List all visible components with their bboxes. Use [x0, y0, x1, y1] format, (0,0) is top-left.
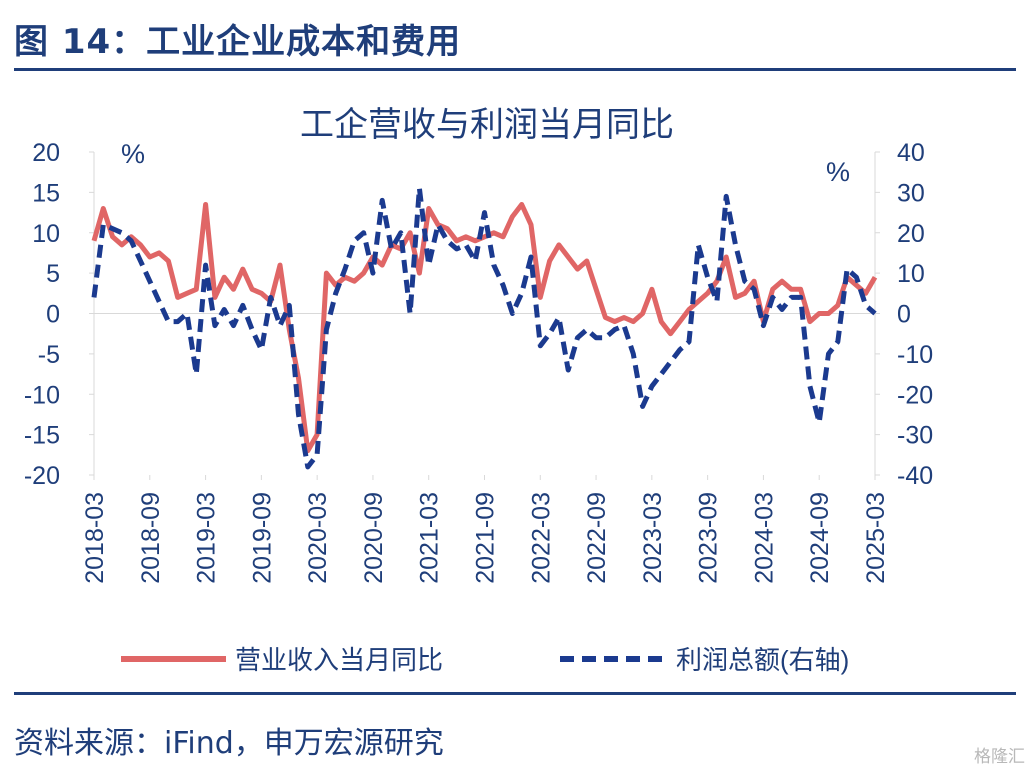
left-tick-label: -15	[24, 422, 60, 450]
series-profit-line	[91, 185, 877, 470]
x-tick-label: 2025-03	[862, 492, 890, 584]
x-tick-label: 2024-09	[806, 492, 834, 584]
x-tick-label: 2023-09	[695, 492, 723, 584]
x-tick-label: 2018-03	[81, 492, 109, 584]
series-revenue-line	[91, 202, 878, 454]
left-tick-label: -10	[24, 381, 60, 409]
right-tick-label: 0	[897, 301, 911, 329]
source-rule	[14, 692, 1016, 695]
right-tick-label: 40	[897, 139, 925, 167]
right-tick-label: 30	[897, 179, 925, 207]
right-tick-label: 20	[897, 220, 925, 248]
chart-title: 工企营收与利润当月同比	[300, 106, 674, 144]
x-tick-label: 2022-09	[583, 492, 611, 584]
left-tick-label: 10	[32, 220, 60, 248]
left-axis-unit: %	[121, 139, 145, 169]
x-tick-label: 2019-09	[248, 492, 276, 584]
right-tick-label: -10	[897, 341, 933, 369]
legend-revenue-label: 营业收入当月同比	[235, 645, 443, 675]
x-tick-label: 2023-03	[639, 492, 667, 584]
title-rule	[14, 68, 1016, 71]
x-tick-label: 2022-03	[527, 492, 555, 584]
left-tick-label: -20	[24, 462, 60, 490]
left-tick-label: 5	[46, 260, 60, 288]
right-tick-label: -20	[897, 381, 933, 409]
legend-profit-label: 利润总额(右轴)	[676, 645, 849, 675]
source-note: 资料来源：iFind，申万宏源研究	[14, 726, 444, 761]
right-tick-label: -40	[897, 462, 933, 490]
right-tick-label: -30	[897, 422, 933, 450]
figure-title: 图 14：工业企业成本和费用	[14, 22, 462, 62]
x-tick-label: 2024-03	[750, 492, 778, 584]
x-tick-label: 2020-09	[360, 492, 388, 584]
left-tick-label: 15	[32, 179, 60, 207]
x-tick-label: 2018-09	[137, 492, 165, 584]
x-tick-label: 2019-03	[193, 492, 221, 584]
right-axis-unit: %	[826, 157, 850, 187]
left-tick-label: -5	[38, 341, 60, 369]
right-tick-label: 10	[897, 260, 925, 288]
watermark: 格隆汇	[974, 747, 1025, 767]
x-tick-label: 2020-03	[304, 492, 332, 584]
left-tick-label: 20	[32, 139, 60, 167]
x-tick-label: 2021-09	[472, 492, 500, 584]
x-tick-label: 2021-03	[416, 492, 444, 584]
left-tick-label: 0	[46, 301, 60, 329]
